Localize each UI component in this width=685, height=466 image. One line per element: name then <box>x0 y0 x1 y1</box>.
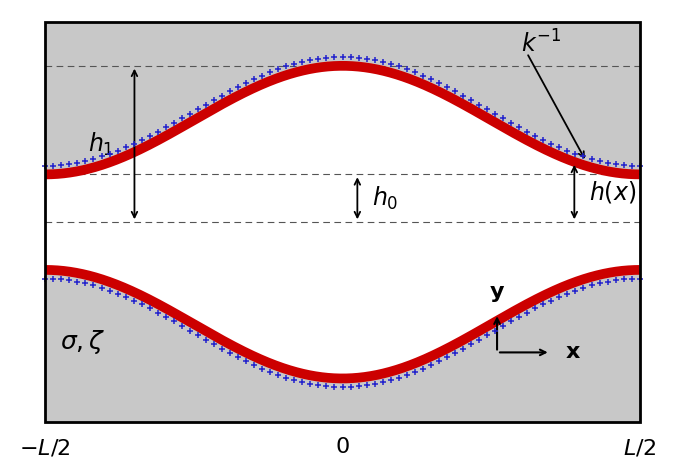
Text: $h_1$: $h_1$ <box>88 130 114 158</box>
Text: $h(x)$: $h(x)$ <box>589 179 636 205</box>
Text: $-L/2$: $-L/2$ <box>19 437 71 458</box>
Text: $0$: $0$ <box>335 437 350 457</box>
Text: $\sigma,\zeta$: $\sigma,\zeta$ <box>60 328 105 356</box>
Text: y: y <box>490 282 504 302</box>
Text: $L/2$: $L/2$ <box>623 437 656 458</box>
Text: $h_0$: $h_0$ <box>372 185 399 212</box>
Text: x: x <box>565 343 580 363</box>
Bar <box>45 22 640 422</box>
Bar <box>45 22 640 422</box>
Text: $k^{-1}$: $k^{-1}$ <box>521 30 561 58</box>
